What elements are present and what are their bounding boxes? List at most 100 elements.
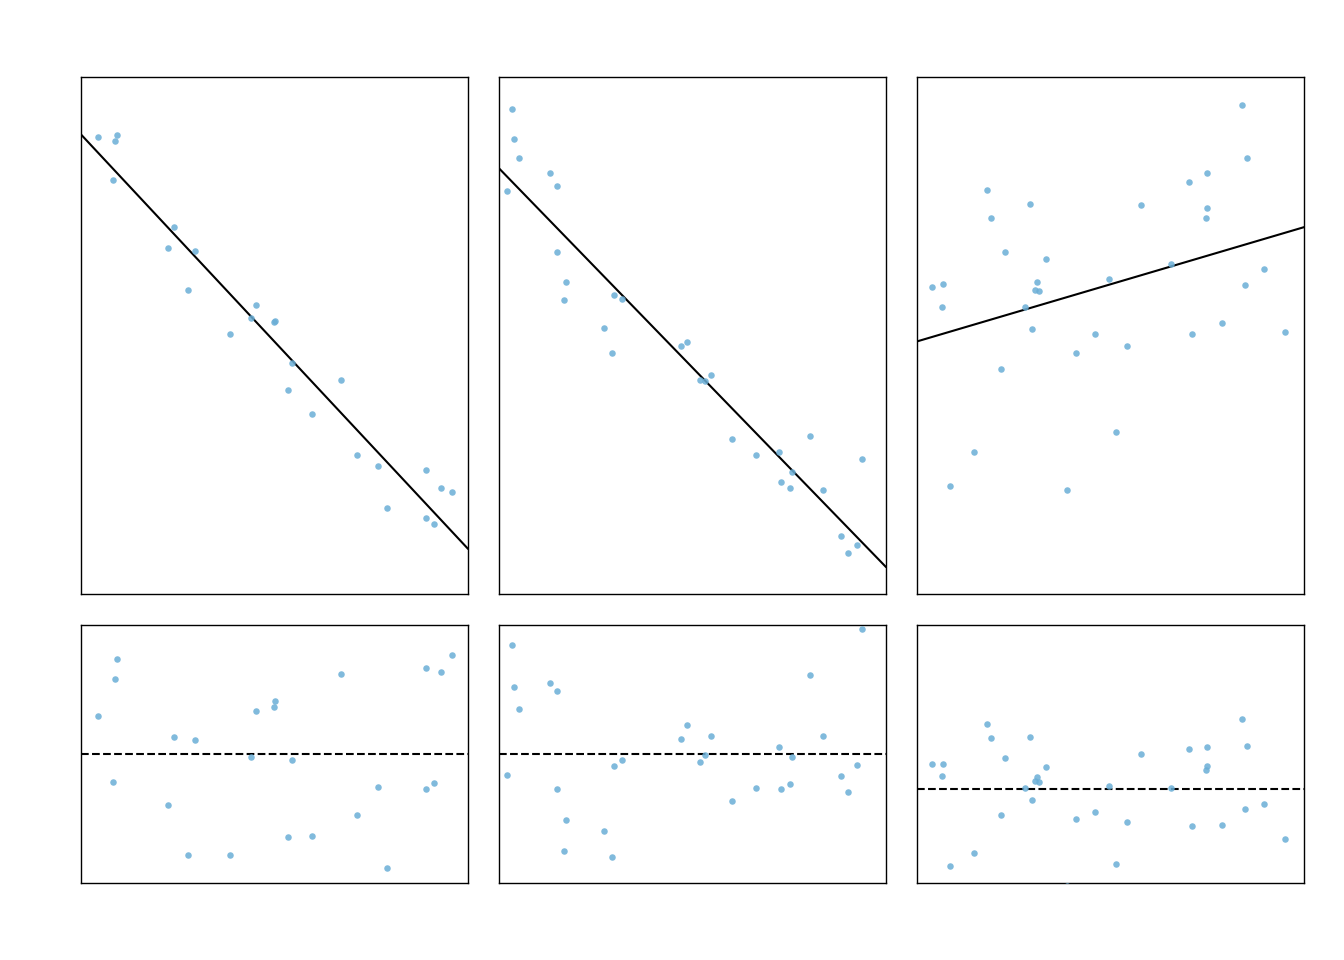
Point bbox=[770, 781, 792, 797]
Point bbox=[781, 749, 802, 764]
Point bbox=[504, 680, 526, 695]
Point bbox=[555, 813, 577, 828]
Point bbox=[922, 279, 943, 295]
Point bbox=[851, 451, 872, 467]
Point bbox=[781, 464, 802, 479]
Point bbox=[430, 480, 452, 495]
Point bbox=[102, 172, 124, 187]
Point bbox=[423, 516, 445, 532]
Point bbox=[441, 484, 462, 499]
Point bbox=[689, 372, 711, 388]
Point bbox=[301, 828, 323, 844]
Point bbox=[780, 481, 801, 496]
Point bbox=[767, 444, 789, 460]
Point bbox=[184, 732, 206, 748]
Point bbox=[1160, 780, 1181, 796]
Point bbox=[376, 860, 398, 876]
Point bbox=[991, 807, 1012, 823]
Point bbox=[980, 210, 1001, 226]
Point bbox=[831, 769, 852, 784]
Point bbox=[105, 672, 126, 687]
Point bbox=[546, 684, 567, 699]
Point bbox=[539, 676, 560, 691]
Point bbox=[1028, 283, 1050, 299]
Point bbox=[1015, 780, 1036, 796]
Point bbox=[376, 500, 398, 516]
Point bbox=[1056, 483, 1078, 498]
Point bbox=[415, 781, 437, 797]
Point bbox=[676, 335, 698, 350]
Point bbox=[501, 637, 523, 653]
Point bbox=[157, 798, 179, 813]
Point bbox=[106, 651, 128, 666]
Point bbox=[1019, 196, 1040, 211]
Point bbox=[184, 244, 206, 259]
Point bbox=[219, 848, 241, 863]
Point bbox=[1274, 831, 1296, 847]
Point bbox=[87, 130, 109, 145]
Point bbox=[1066, 346, 1087, 361]
Point bbox=[1181, 326, 1203, 342]
Point bbox=[281, 355, 302, 371]
Point bbox=[1179, 742, 1200, 757]
Point bbox=[1231, 711, 1253, 727]
Point bbox=[700, 368, 722, 383]
Point bbox=[837, 784, 859, 800]
Point bbox=[847, 757, 868, 773]
Point bbox=[1179, 174, 1200, 189]
Point bbox=[552, 843, 574, 858]
Point bbox=[539, 165, 560, 180]
Point bbox=[347, 447, 368, 463]
Point bbox=[246, 704, 267, 719]
Point bbox=[1035, 252, 1056, 267]
Point bbox=[555, 274, 577, 289]
Point bbox=[851, 621, 872, 636]
Point bbox=[1116, 815, 1137, 830]
Point bbox=[263, 315, 285, 330]
Point bbox=[1025, 769, 1047, 784]
Point bbox=[1066, 811, 1087, 827]
Point bbox=[671, 732, 692, 747]
Point bbox=[331, 372, 352, 388]
Point bbox=[931, 300, 953, 315]
Point bbox=[676, 717, 698, 732]
Point bbox=[1160, 256, 1181, 272]
Point bbox=[831, 528, 852, 543]
Point bbox=[1211, 315, 1232, 330]
Point bbox=[720, 432, 742, 447]
Point bbox=[1236, 151, 1258, 166]
Point bbox=[1098, 272, 1120, 287]
Point bbox=[278, 382, 300, 397]
Point bbox=[1196, 165, 1218, 180]
Point bbox=[1196, 201, 1218, 216]
Point bbox=[508, 151, 530, 166]
Point bbox=[689, 754, 711, 769]
Point bbox=[1274, 324, 1296, 340]
Point bbox=[995, 750, 1016, 765]
Point bbox=[1196, 210, 1218, 226]
Point bbox=[415, 660, 437, 676]
Point bbox=[603, 287, 625, 302]
Point bbox=[102, 774, 124, 789]
Point bbox=[813, 483, 835, 498]
Point bbox=[1235, 802, 1257, 817]
Point bbox=[933, 276, 954, 291]
Point bbox=[1116, 338, 1137, 353]
Point bbox=[1106, 856, 1128, 872]
Point bbox=[496, 183, 517, 199]
Point bbox=[1130, 198, 1152, 213]
Point bbox=[177, 848, 199, 863]
Point bbox=[1235, 276, 1257, 292]
Point bbox=[106, 127, 128, 142]
Point bbox=[980, 731, 1001, 746]
Point bbox=[720, 793, 742, 808]
Point bbox=[501, 102, 523, 117]
Point bbox=[1015, 300, 1036, 315]
Point bbox=[700, 729, 722, 744]
Point bbox=[157, 240, 179, 255]
Point bbox=[837, 545, 859, 561]
Point bbox=[939, 858, 961, 874]
Point bbox=[241, 749, 262, 764]
Point bbox=[976, 182, 997, 198]
Point bbox=[219, 326, 241, 342]
